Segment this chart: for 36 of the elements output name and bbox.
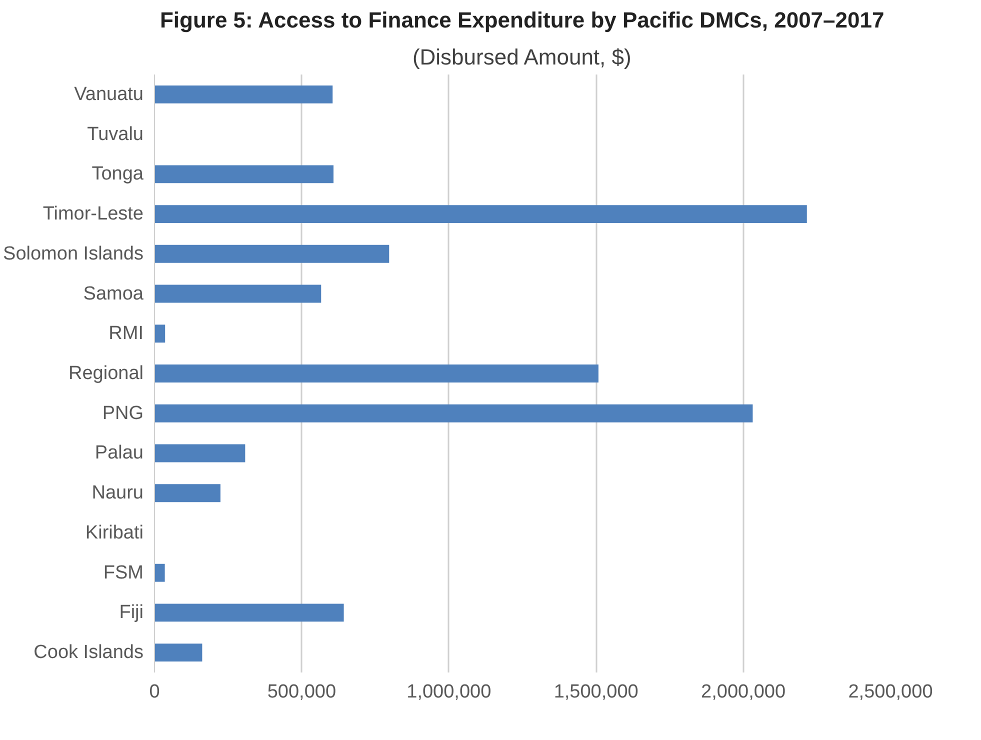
bar — [154, 644, 202, 662]
y-tick-label: Vanuatu — [74, 84, 144, 105]
bar — [154, 324, 166, 343]
y-tick-label: Fiji — [119, 602, 144, 624]
y-tick-label: Regional — [68, 363, 144, 384]
chart-subtitle: (Disbursed Amount, $) — [412, 44, 632, 70]
x-tick-label: 2,000,000 — [701, 682, 786, 702]
x-tick-label: 1,000,000 — [406, 682, 492, 702]
y-tick-label: Samoa — [83, 283, 144, 304]
x-tick-label: 0 — [149, 682, 160, 702]
y-tick-label: Palau — [94, 442, 144, 464]
bar — [154, 85, 333, 104]
y-tick-label: Nauru — [92, 482, 144, 504]
bar — [154, 284, 322, 303]
x-tick-label: 1,500,000 — [554, 682, 638, 702]
y-tick-label: Tonga — [92, 164, 144, 185]
y-tick-label: Solomon Islands — [3, 243, 144, 264]
bar — [154, 244, 390, 263]
y-tick-label: Timor-Leste — [42, 204, 144, 225]
y-tick-label: PNG — [102, 402, 144, 424]
bar — [154, 444, 246, 462]
x-tick-label: 500,000 — [267, 682, 336, 702]
bar — [154, 484, 220, 502]
bar — [154, 404, 753, 422]
x-tick-label: 2,500,000 — [848, 682, 933, 702]
bar — [154, 205, 807, 224]
y-tick-label: FSM — [103, 562, 144, 584]
y-tick-label: RMI — [108, 323, 144, 344]
bar — [154, 364, 598, 382]
y-tick-label: Tuvalu — [87, 124, 144, 145]
bar — [154, 604, 344, 622]
bar — [154, 165, 334, 184]
y-tick-label: Kiribati — [85, 522, 144, 544]
bar — [154, 564, 165, 582]
chart-title: Figure 5: Access to Finance Expenditure by Pacific DMCs, 2007–2017 — [160, 8, 884, 32]
y-tick-label: Cook Islands — [34, 642, 144, 664]
